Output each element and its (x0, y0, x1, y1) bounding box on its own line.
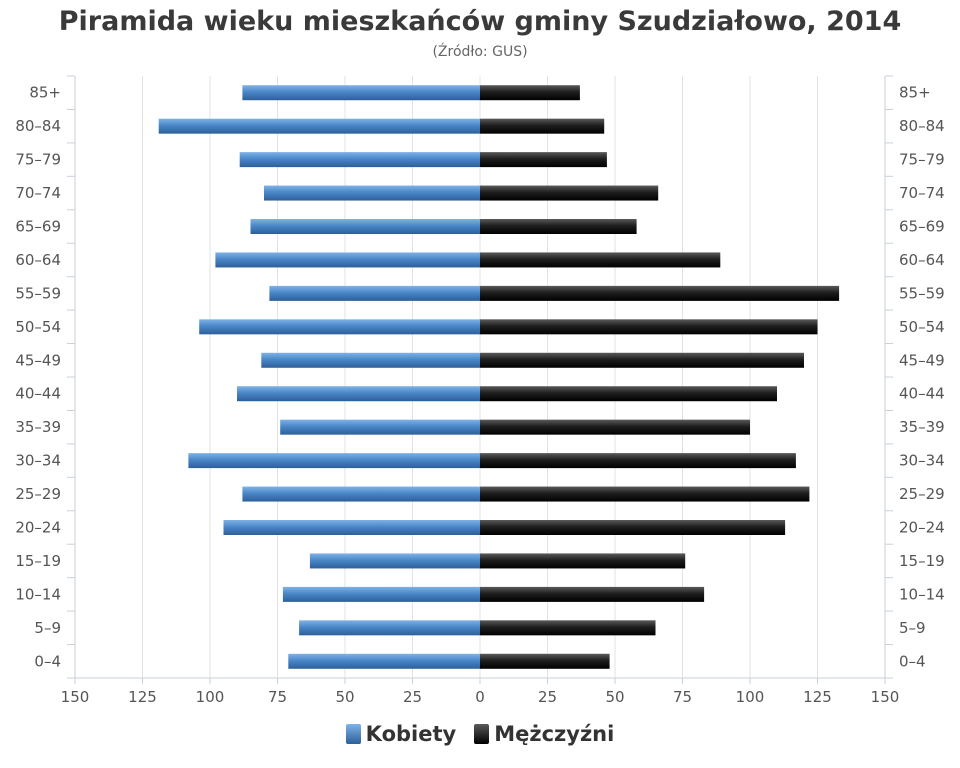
bar-kobiety-12 (242, 486, 480, 502)
bar-kobiety-10 (280, 419, 480, 435)
bar-mezczyzni-9 (480, 386, 777, 402)
bar-mezczyzni-8 (480, 352, 804, 368)
right-category-label-13: 20–24 (899, 519, 945, 537)
right-category-label-6: 55–59 (899, 284, 945, 302)
left-category-label-0: 85+ (29, 84, 61, 102)
left-category-label-1: 80–84 (15, 117, 61, 135)
bar-kobiety-9 (237, 386, 480, 402)
left-category-label-17: 0–4 (34, 652, 61, 670)
bar-kobiety-1 (158, 118, 480, 134)
bar-kobiety-8 (261, 352, 480, 368)
right-category-label-12: 25–29 (899, 485, 945, 503)
bar-mezczyzni-15 (480, 586, 705, 602)
bar-kobiety-15 (282, 586, 480, 602)
right-category-label-9: 40–44 (899, 385, 945, 403)
right-category-label-5: 60–64 (899, 251, 945, 269)
bar-mezczyzni-5 (480, 252, 721, 268)
x-tick-label-4: 50 (335, 688, 354, 706)
bar-mezczyzni-7 (480, 319, 818, 335)
x-tick-label-1: 125 (128, 688, 157, 706)
left-category-label-14: 15–19 (15, 552, 61, 570)
bar-mezczyzni-0 (480, 85, 580, 101)
x-tick-label-8: 50 (605, 688, 624, 706)
right-category-label-11: 30–34 (899, 452, 945, 470)
left-category-label-7: 50–54 (15, 318, 61, 336)
bar-mezczyzni-1 (480, 118, 605, 134)
bar-mezczyzni-11 (480, 453, 796, 469)
legend-label-kobiety: Kobiety (365, 722, 457, 746)
legend-swatch-mezczyzni (474, 724, 490, 744)
legend-label-mezczyzni: Mężczyźni (494, 722, 615, 746)
bar-mezczyzni-16 (480, 620, 656, 636)
right-category-label-17: 0–4 (899, 652, 926, 670)
left-category-label-9: 40–44 (15, 385, 61, 403)
bar-kobiety-4 (250, 219, 480, 234)
bar-kobiety-3 (264, 185, 480, 201)
bar-kobiety-0 (242, 85, 480, 101)
right-category-label-2: 75–79 (899, 151, 945, 169)
bar-kobiety-2 (239, 152, 480, 168)
right-category-label-8: 45–49 (899, 351, 945, 369)
bar-mezczyzni-10 (480, 419, 750, 435)
left-category-label-8: 45–49 (15, 351, 61, 369)
bar-mezczyzni-12 (480, 486, 810, 502)
bar-kobiety-11 (188, 453, 480, 469)
left-category-label-3: 70–74 (15, 184, 61, 202)
chart-subtitle: (Źródło: GUS) (432, 44, 528, 60)
x-tick-label-7: 25 (538, 688, 557, 706)
chart-title: Piramida wieku mieszkańców gminy Szudzia… (58, 6, 902, 37)
bar-kobiety-17 (288, 653, 480, 669)
bar-mezczyzni-4 (480, 219, 637, 234)
left-category-label-11: 30–34 (15, 452, 61, 470)
right-category-label-1: 80–84 (899, 117, 945, 135)
bar-mezczyzni-3 (480, 185, 659, 201)
legend-item-kobiety[interactable]: Kobiety (345, 722, 457, 746)
bar-mezczyzni-13 (480, 520, 786, 535)
right-category-label-7: 50–54 (899, 318, 945, 336)
x-tick-label-0: 150 (61, 688, 90, 706)
bar-mezczyzni-2 (480, 152, 607, 168)
right-category-label-16: 5–9 (899, 619, 926, 637)
left-category-label-15: 10–14 (15, 585, 61, 603)
left-category-label-16: 5–9 (34, 619, 61, 637)
right-category-label-4: 65–69 (899, 218, 945, 236)
bar-kobiety-6 (269, 285, 480, 301)
left-category-label-6: 55–59 (15, 284, 61, 302)
bar-kobiety-5 (215, 252, 480, 268)
bar-kobiety-13 (223, 520, 480, 535)
bar-mezczyzni-6 (480, 285, 840, 301)
legend: Kobiety Mężczyźni (0, 722, 960, 746)
x-tick-label-9: 75 (673, 688, 692, 706)
left-category-label-5: 60–64 (15, 251, 61, 269)
legend-swatch-kobiety (345, 724, 361, 744)
bar-kobiety-14 (309, 553, 480, 569)
x-tick-label-2: 100 (196, 688, 225, 706)
x-tick-label-10: 100 (736, 688, 765, 706)
bar-mezczyzni-17 (480, 653, 610, 669)
x-tick-label-5: 25 (403, 688, 422, 706)
legend-item-mezczyzni[interactable]: Mężczyźni (474, 722, 614, 746)
left-category-label-12: 25–29 (15, 485, 61, 503)
x-tick-label-6: 0 (475, 688, 485, 706)
left-category-label-4: 65–69 (15, 218, 61, 236)
left-category-label-2: 75–79 (15, 151, 61, 169)
x-tick-label-11: 125 (803, 688, 832, 706)
right-category-label-10: 35–39 (899, 418, 945, 436)
x-tick-label-12: 150 (871, 688, 900, 706)
right-category-label-14: 15–19 (899, 552, 945, 570)
bar-kobiety-16 (299, 620, 480, 636)
bar-kobiety-7 (199, 319, 480, 335)
right-category-label-3: 70–74 (899, 184, 945, 202)
right-category-label-15: 10–14 (899, 585, 945, 603)
right-category-label-0: 85+ (899, 84, 931, 102)
left-category-label-13: 20–24 (15, 519, 61, 537)
bar-mezczyzni-14 (480, 553, 686, 569)
x-tick-label-3: 75 (268, 688, 287, 706)
left-category-label-10: 35–39 (15, 418, 61, 436)
